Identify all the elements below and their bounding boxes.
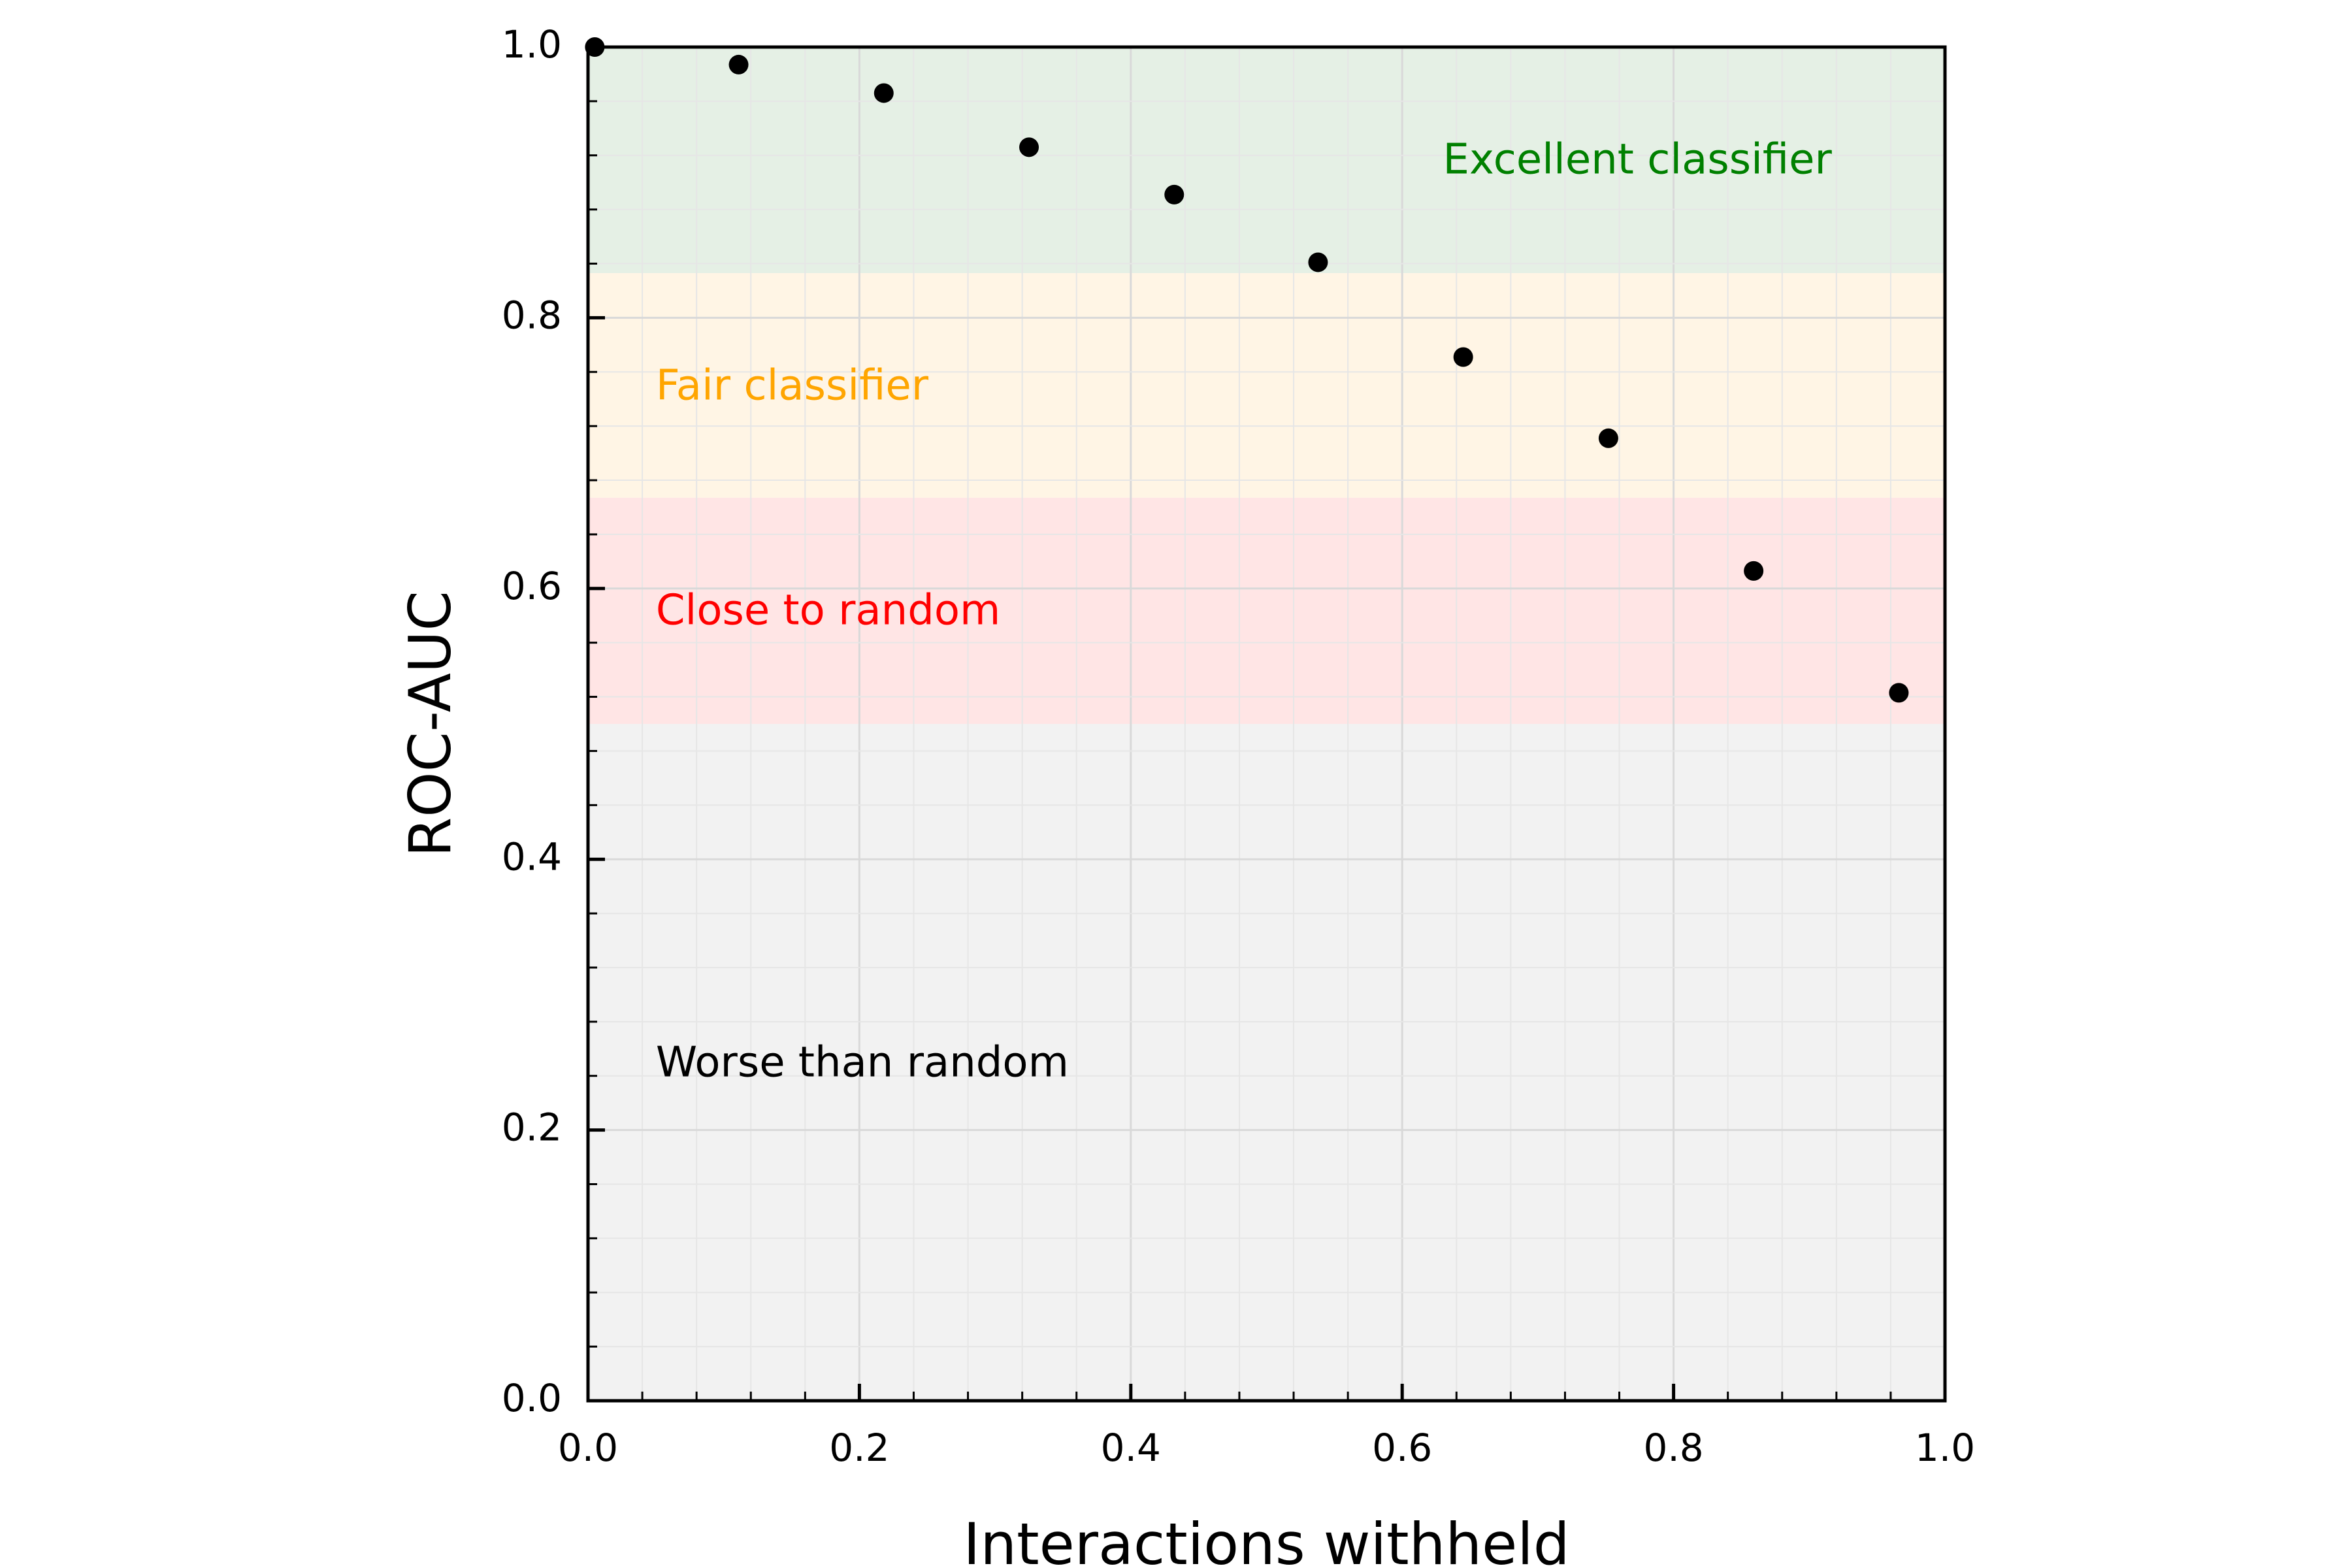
x-tick-label: 0.8 xyxy=(1643,1426,1703,1470)
data-point-0 xyxy=(585,37,605,57)
band-label-layer: Excellent classifier Fair classifier Close… xyxy=(656,136,1833,1087)
data-point-4 xyxy=(1164,184,1184,204)
band-label-2: Close to random xyxy=(656,587,1001,635)
data-point-1 xyxy=(728,54,749,74)
y-tick-label: 0.0 xyxy=(502,1376,562,1420)
x-tick-label: 0.0 xyxy=(558,1426,618,1470)
y-tick-label: 0.6 xyxy=(502,564,562,608)
x-tick-label: 0.4 xyxy=(1101,1426,1161,1470)
data-point-3 xyxy=(1019,137,1039,157)
x-axis-title: Interactions withheld xyxy=(963,1511,1569,1568)
band-layer xyxy=(588,47,1945,1401)
band-label-1: Fair classifier xyxy=(656,362,929,410)
y-axis-title: ROC-AUC xyxy=(397,591,464,857)
x-tick-label: 1.0 xyxy=(1915,1426,1975,1470)
x-tick-label: 0.2 xyxy=(829,1426,889,1470)
data-point-5 xyxy=(1308,252,1328,272)
data-points xyxy=(585,37,1909,703)
band-3 xyxy=(588,724,1945,1401)
y-tick-label: 1.0 xyxy=(502,22,562,67)
band-0 xyxy=(588,47,1945,274)
y-tick-label: 0.2 xyxy=(502,1105,562,1150)
band-label-3: Worse than random xyxy=(656,1039,1069,1087)
x-tick-label: 0.6 xyxy=(1372,1426,1432,1470)
band-2 xyxy=(588,497,1945,724)
data-point-9 xyxy=(1889,683,1909,703)
y-tick-label: 0.4 xyxy=(502,834,562,879)
data-point-8 xyxy=(1744,561,1764,581)
data-point-7 xyxy=(1598,428,1618,448)
y-tick-label: 0.8 xyxy=(502,293,562,338)
data-point-6 xyxy=(1453,347,1473,367)
plot-frame xyxy=(586,45,1947,1403)
tick-labels: 0.0 0.2 0.4 0.6 0.8 1.0 0.0 0.2 0.4 0.6 0.8 1.0 xyxy=(502,22,1975,1470)
band-1 xyxy=(588,273,1945,498)
data-point-2 xyxy=(874,83,894,103)
band-label-0: Excellent classifier xyxy=(1443,136,1833,184)
grid-layer xyxy=(588,47,1945,1401)
axis-ticks xyxy=(586,45,1947,1403)
